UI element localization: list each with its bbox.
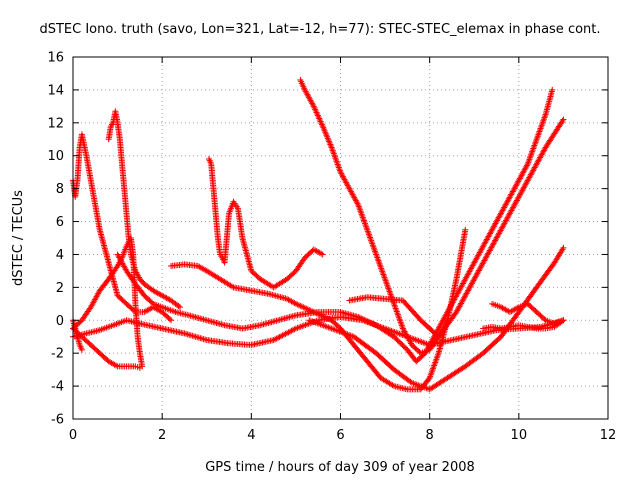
chart-title: dSTEC Iono. truth (savo, Lon=321, Lat=-1… bbox=[39, 22, 600, 37]
y-tick-label: -6 bbox=[51, 413, 64, 428]
x-tick-label: 12 bbox=[600, 428, 617, 443]
y-tick-label: 16 bbox=[47, 51, 64, 66]
data-point bbox=[298, 303, 305, 310]
series-10 bbox=[168, 226, 469, 393]
data-point bbox=[175, 303, 182, 310]
x-axis-label: GPS time / hours of day 309 of year 2008 bbox=[205, 460, 475, 475]
data-point bbox=[136, 364, 143, 371]
data-point bbox=[541, 316, 548, 323]
data-point bbox=[355, 313, 362, 320]
data-point bbox=[364, 318, 371, 325]
series-1 bbox=[70, 131, 175, 324]
data-point bbox=[177, 304, 183, 311]
x-tick-label: 0 bbox=[69, 428, 77, 443]
x-tick-label: 6 bbox=[336, 428, 344, 443]
data-point bbox=[324, 315, 331, 322]
data-point bbox=[365, 318, 372, 325]
data-point bbox=[559, 246, 566, 253]
data-point bbox=[389, 382, 396, 389]
data-point bbox=[229, 283, 236, 290]
data-point bbox=[315, 311, 322, 318]
data-point bbox=[300, 304, 307, 311]
data-point bbox=[322, 314, 329, 321]
data-point bbox=[318, 250, 325, 257]
data-point bbox=[319, 313, 326, 320]
series-5 bbox=[70, 325, 143, 371]
x-tick-label: 8 bbox=[426, 428, 434, 443]
y-tick-label: -2 bbox=[51, 347, 64, 362]
data-point bbox=[358, 315, 365, 322]
data-point bbox=[304, 306, 311, 313]
y-tick-label: 12 bbox=[47, 116, 64, 131]
data-point bbox=[560, 244, 567, 251]
data-point bbox=[559, 117, 566, 124]
data-point bbox=[316, 311, 323, 318]
data-point bbox=[359, 316, 366, 323]
data-point bbox=[312, 309, 319, 316]
data-point bbox=[354, 200, 361, 207]
data-point bbox=[368, 320, 375, 327]
data-point bbox=[310, 309, 317, 316]
series-12 bbox=[346, 116, 567, 340]
data-point bbox=[166, 316, 173, 323]
series-7 bbox=[114, 251, 344, 332]
data-point bbox=[297, 302, 304, 309]
y-tick-label: -4 bbox=[51, 380, 64, 395]
data-point bbox=[560, 317, 567, 324]
data-point bbox=[523, 162, 530, 169]
data-point bbox=[292, 300, 299, 307]
y-tick-label: 10 bbox=[47, 149, 64, 164]
y-tick-label: 4 bbox=[56, 248, 64, 263]
data-point bbox=[313, 310, 320, 317]
data-point bbox=[148, 299, 155, 306]
y-tick-label: 0 bbox=[56, 314, 64, 329]
data-point bbox=[325, 315, 332, 322]
axis-ticks: 0 2 4 6 8 10 12 -6 -4 -2 0 2 4 6 8 10 12 14 16 bbox=[47, 51, 616, 444]
y-tick-label: 2 bbox=[56, 281, 64, 296]
data-point bbox=[549, 86, 556, 93]
data-point bbox=[301, 304, 308, 311]
data-point bbox=[370, 320, 377, 327]
data-point bbox=[113, 264, 120, 271]
y-tick-label: 6 bbox=[56, 215, 64, 230]
series-14 bbox=[480, 317, 567, 332]
data-point bbox=[319, 251, 326, 258]
data-point bbox=[78, 346, 85, 353]
data-point bbox=[295, 302, 302, 309]
data-point bbox=[356, 314, 363, 321]
data-points bbox=[70, 77, 567, 393]
data-point bbox=[514, 304, 521, 311]
data-point bbox=[303, 305, 310, 312]
grid bbox=[73, 57, 608, 419]
data-point bbox=[318, 312, 325, 319]
data-point bbox=[309, 101, 316, 108]
data-point bbox=[168, 317, 175, 324]
data-point bbox=[362, 317, 369, 324]
series-15 bbox=[489, 300, 567, 327]
y-tick-label: 8 bbox=[56, 182, 64, 197]
series-8 bbox=[205, 156, 326, 291]
data-point bbox=[113, 362, 120, 369]
data-point bbox=[294, 301, 301, 308]
data-point bbox=[462, 226, 469, 233]
series-11 bbox=[337, 86, 556, 365]
data-point bbox=[321, 313, 328, 320]
data-point bbox=[306, 306, 313, 313]
x-tick-label: 4 bbox=[247, 428, 255, 443]
x-tick-label: 10 bbox=[511, 428, 528, 443]
data-point bbox=[367, 319, 374, 326]
data-point bbox=[291, 326, 298, 333]
data-point bbox=[361, 316, 368, 323]
x-tick-label: 2 bbox=[158, 428, 166, 443]
y-axis-label: dSTEC / TECUs bbox=[11, 190, 26, 286]
data-point bbox=[307, 307, 314, 314]
data-point bbox=[560, 116, 567, 123]
y-tick-label: 14 bbox=[47, 83, 64, 98]
data-point bbox=[309, 308, 316, 315]
